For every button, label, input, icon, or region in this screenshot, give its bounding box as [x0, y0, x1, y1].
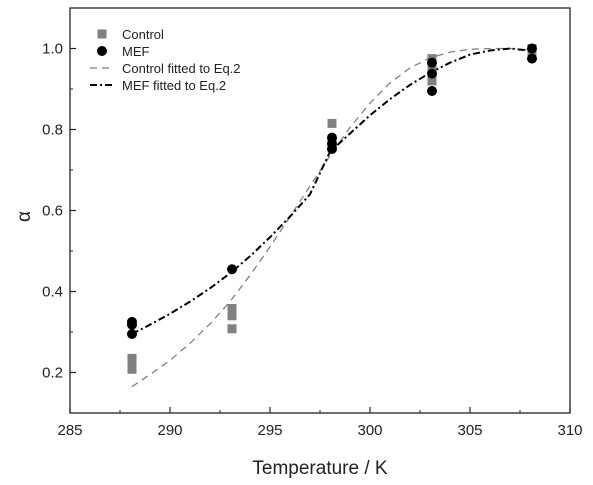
- legend-label: Control: [122, 27, 164, 42]
- mef-point: [227, 264, 237, 275]
- x-tick-label: 295: [257, 422, 282, 439]
- series-line-2: [131, 47, 533, 388]
- y-tick-label: 0.2: [42, 365, 63, 382]
- control-point: [127, 364, 137, 374]
- control-point: [127, 353, 137, 363]
- x-tick-label: 310: [557, 422, 582, 439]
- x-tick-label: 285: [57, 422, 82, 439]
- x-tick-label: 305: [457, 422, 482, 439]
- mef-point: [527, 53, 537, 64]
- mef-point: [427, 68, 437, 79]
- control-point: [227, 324, 237, 334]
- legend-label: MEF fitted to Eq.2: [122, 78, 226, 93]
- control-point: [427, 76, 437, 86]
- control-point: [227, 311, 237, 321]
- y-tick-label: 0.6: [42, 203, 63, 220]
- mef-point: [127, 329, 137, 340]
- legend-label: Control fitted to Eq.2: [122, 61, 241, 76]
- control-point: [127, 359, 137, 369]
- y-tick-label: 0.4: [42, 284, 63, 301]
- x-axis-ticks: 285 290 295 300 305 310: [57, 407, 583, 439]
- y-axis-ticks: 0.2 0.4 0.6 0.8 1.0: [42, 7, 76, 414]
- mef-point: [527, 43, 537, 54]
- legend-square-swatch: [97, 29, 107, 39]
- mef-point: [427, 86, 437, 97]
- x-tick-label: 290: [157, 422, 182, 439]
- control-point: [227, 304, 237, 314]
- y-tick-label: 1.0: [42, 41, 63, 58]
- mef-point: [427, 57, 437, 68]
- legend-label: MEF: [122, 44, 150, 59]
- control-point: [327, 118, 337, 128]
- y-tick-label: 0.8: [42, 122, 63, 139]
- legend-circle-swatch: [97, 46, 107, 56]
- mef-point: [127, 319, 137, 330]
- data-markers: [127, 43, 537, 374]
- x-tick-label: 300: [357, 422, 382, 439]
- x-axis-title: Temperature / K: [252, 458, 387, 479]
- legend: Control MEF Control fitted to Eq.2 MEF fitt…: [90, 27, 241, 93]
- mef-point: [327, 143, 337, 154]
- y-axis-title: α: [14, 211, 35, 222]
